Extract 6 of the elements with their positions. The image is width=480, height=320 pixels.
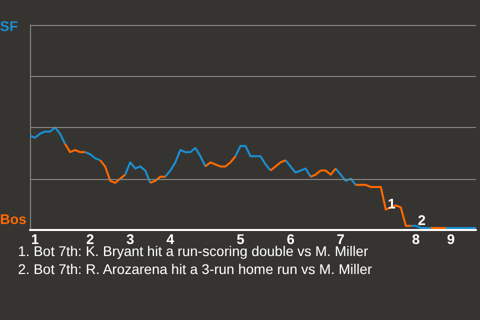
annotation: 2 xyxy=(418,212,426,228)
x-tick-label: 9 xyxy=(447,231,456,247)
text: 2. Bot 7th: R. Arozarena hit a 3-run home run vs M. Miller xyxy=(18,261,372,277)
text: SF xyxy=(0,18,18,34)
text: Bos xyxy=(0,211,27,227)
x-tick-label: 8 xyxy=(412,231,420,247)
